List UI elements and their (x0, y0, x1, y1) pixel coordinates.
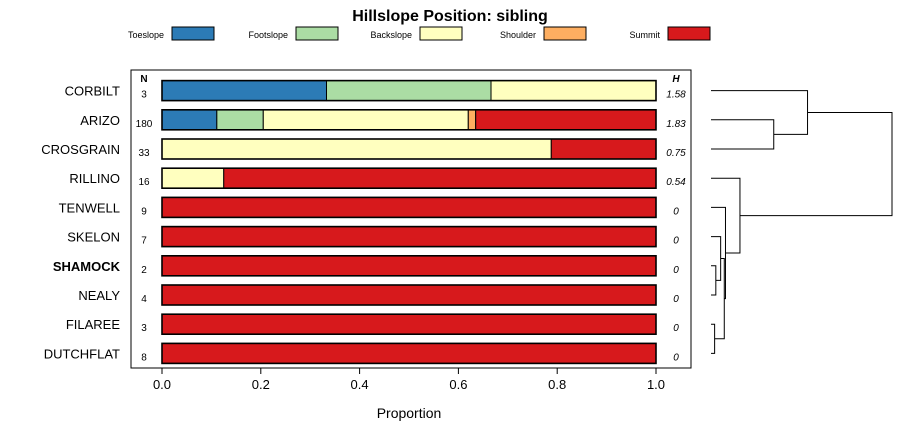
bar-segment (467, 109, 477, 131)
n-value: 4 (141, 294, 147, 305)
legend-label: Footslope (248, 30, 288, 40)
bar-segment (475, 109, 657, 131)
row-label: CROSGRAIN (41, 142, 120, 157)
plot-frame (130, 69, 692, 369)
row-label: FILAREE (66, 317, 121, 332)
row-label: CORBILT (65, 84, 120, 99)
bar-segment (161, 284, 657, 306)
bar-outline (161, 225, 657, 248)
n-header: N (140, 74, 147, 85)
row-label: SKELON (67, 230, 120, 245)
bar-segment (490, 80, 657, 102)
chart-title: Hillslope Position: sibling (352, 8, 548, 25)
n-value: 8 (141, 352, 147, 363)
bar-outline (161, 342, 657, 365)
bar-rows: CORBILT 3 1.58 ARIZO 180 1.83 CROSGRAIN 33 0.75 R… (41, 79, 686, 365)
n-value: 180 (136, 119, 153, 130)
row-label: SHAMOCK (53, 259, 121, 274)
bar-segment (326, 80, 492, 102)
h-value: 0 (673, 236, 679, 247)
h-value: 0 (673, 265, 679, 276)
x-tick-label: 0.8 (548, 377, 566, 392)
x-axis-label: Proportion (377, 405, 442, 421)
legend-swatch (295, 26, 339, 41)
row-label: TENWELL (59, 200, 120, 215)
row-label: RILLINO (69, 171, 120, 186)
bar-segment (161, 342, 657, 364)
bar-segment (223, 167, 657, 189)
x-tick-label: 0.0 (153, 377, 171, 392)
h-value: 0.75 (666, 148, 686, 159)
dendrogram-branch (711, 90, 809, 135)
h-value: 1.83 (666, 119, 686, 130)
bar-segment (161, 109, 218, 131)
x-tick-label: 1.0 (647, 377, 665, 392)
bar-segment (216, 109, 264, 131)
dendrogram (711, 90, 893, 354)
x-tick-label: 0.4 (351, 377, 369, 392)
bar-outline (161, 79, 657, 102)
bar-outline (161, 167, 657, 189)
x-tick-label: 0.2 (252, 377, 270, 392)
n-value: 3 (141, 323, 147, 334)
dendrogram-branch (711, 206, 726, 300)
x-axis: 0.0 0.2 0.4 0.6 0.8 1.0 (153, 368, 665, 392)
bar-segment (550, 138, 657, 160)
legend-swatch (171, 26, 215, 41)
dendrogram-branch (711, 119, 775, 150)
h-value: 0.54 (666, 177, 686, 188)
legend-label: Backslope (370, 30, 412, 40)
n-value: 9 (141, 206, 147, 217)
bar-outline (161, 109, 657, 131)
row-label: DUTCHFLAT (44, 346, 120, 361)
legend-swatch (419, 26, 463, 41)
bar-segment (161, 196, 657, 218)
row-label: ARIZO (80, 113, 120, 128)
n-value: 33 (138, 148, 150, 159)
h-value: 0 (673, 352, 679, 363)
bar-outline (161, 196, 657, 219)
bar-segment (161, 167, 225, 189)
n-value: 2 (141, 265, 147, 276)
bar-outline (161, 313, 657, 336)
n-value: 3 (141, 90, 147, 101)
bar-segment (262, 109, 469, 131)
bar-outline (161, 138, 657, 160)
dendrogram-branch (711, 265, 717, 296)
legend-swatch (543, 26, 587, 41)
dendrogram-branch (739, 112, 893, 217)
bar-outline (161, 284, 657, 306)
n-value: 7 (141, 236, 147, 247)
n-value: 16 (138, 177, 150, 188)
h-value: 0 (673, 206, 679, 217)
bar-segment (161, 138, 552, 160)
h-value: 0 (673, 294, 679, 305)
h-header: H (672, 74, 680, 85)
bar-segment (161, 226, 657, 248)
bar-segment (161, 80, 328, 102)
bar-outline (161, 255, 657, 277)
h-value: 0 (673, 323, 679, 334)
legend-swatch (667, 26, 711, 41)
bar-segment (161, 255, 657, 277)
legend-label: Shoulder (500, 30, 536, 40)
h-value: 1.58 (666, 90, 686, 101)
x-tick-label: 0.6 (449, 377, 467, 392)
dendrogram-branch (711, 323, 716, 354)
legend-label: Summit (629, 30, 660, 40)
bar-segment (161, 313, 657, 335)
legend-label: Toeslope (128, 30, 164, 40)
legend: Toeslope Footslope Backslope Shoulder Summit (128, 26, 711, 41)
row-label: NEALY (78, 288, 120, 303)
